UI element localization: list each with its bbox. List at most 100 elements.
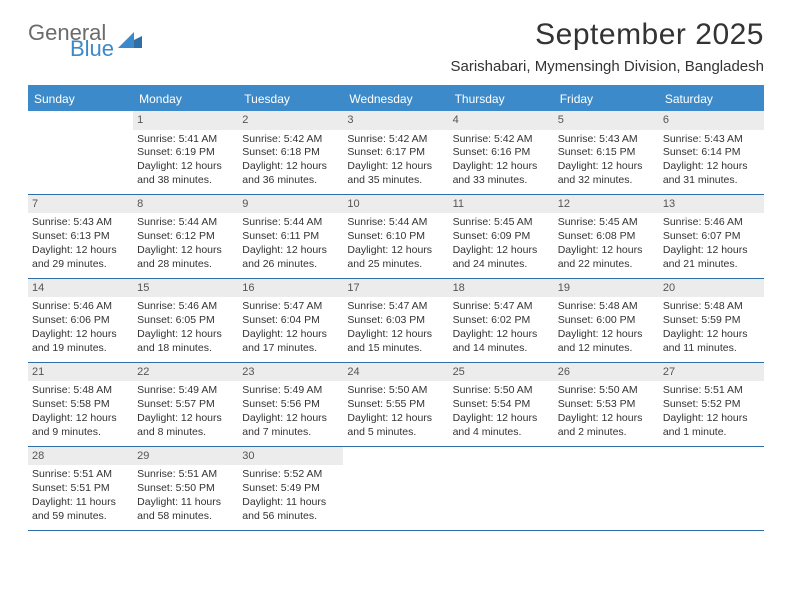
week-row: 21 Sunrise: 5:48 AMSunset: 5:58 PM Dayligh…	[28, 363, 764, 447]
day-cell: 1Sunrise: 5:41 AMSunset: 6:19 PMDaylight…	[133, 111, 238, 194]
sunrise-text: Sunrise: 5:50 AM	[453, 384, 550, 398]
day-number: 21	[28, 363, 133, 382]
sunset-text: Sunset: 5:58 PM	[32, 398, 129, 412]
sunset-text: Sunset: 6:19 PM	[137, 146, 234, 160]
day-number: 14	[28, 279, 133, 298]
sunset-text: Sunset: 6:13 PM	[32, 230, 129, 244]
daylight-text: and 56 minutes.	[242, 510, 339, 524]
sunset-text: Sunset: 6:15 PM	[558, 146, 655, 160]
daylight-text: and 38 minutes.	[137, 174, 234, 188]
sunset-text: Sunset: 6:16 PM	[453, 146, 550, 160]
daylight-text: and 14 minutes.	[453, 342, 550, 356]
daylight-text: and 4 minutes.	[453, 426, 550, 440]
daylight-text: and 58 minutes.	[137, 510, 234, 524]
daylight-text: and 36 minutes.	[242, 174, 339, 188]
sunset-text: Sunset: 5:52 PM	[663, 398, 760, 412]
location-subtitle: Sarishabari, Mymensingh Division, Bangla…	[451, 58, 765, 75]
day-header: Wednesday	[343, 87, 448, 111]
daylight-text: and 18 minutes.	[137, 342, 234, 356]
day-cell: 29Sunrise: 5:51 AMSunset: 5:50 PMDayligh…	[133, 447, 238, 530]
daylight-text: and 59 minutes.	[32, 510, 129, 524]
day-header: Friday	[554, 87, 659, 111]
daylight-text: and 33 minutes.	[453, 174, 550, 188]
sunset-text: Sunset: 6:07 PM	[663, 230, 760, 244]
daylight-text: and 8 minutes.	[137, 426, 234, 440]
day-number: 2	[238, 111, 343, 130]
page-title: September 2025	[451, 18, 765, 52]
day-cell: 9Sunrise: 5:44 AMSunset: 6:11 PMDaylight…	[238, 195, 343, 278]
day-cell: 12Sunrise: 5:45 AMSunset: 6:08 PMDayligh…	[554, 195, 659, 278]
day-number: 27	[659, 363, 764, 382]
day-cell: 17Sunrise: 5:47 AMSunset: 6:03 PMDayligh…	[343, 279, 448, 362]
day-header-row: Sunday Monday Tuesday Wednesday Thursday…	[28, 87, 764, 111]
sunrise-text: Sunrise: 5:42 AM	[242, 133, 339, 147]
daylight-text: Daylight: 12 hours	[663, 244, 760, 258]
day-cell: 24Sunrise: 5:50 AMSunset: 5:55 PMDayligh…	[343, 363, 448, 446]
title-block: September 2025 Sarishabari, Mymensingh D…	[451, 18, 765, 75]
day-cell: 27Sunrise: 5:51 AMSunset: 5:52 PMDayligh…	[659, 363, 764, 446]
daylight-text: and 26 minutes.	[242, 258, 339, 272]
day-number: 10	[343, 195, 448, 214]
day-cell: 23Sunrise: 5:49 AMSunset: 5:56 PMDayligh…	[238, 363, 343, 446]
daylight-text: Daylight: 12 hours	[453, 244, 550, 258]
sunrise-text: Sunrise: 5:51 AM	[663, 384, 760, 398]
daylight-text: Daylight: 12 hours	[453, 412, 550, 426]
day-number: 9	[238, 195, 343, 214]
sunset-text: Sunset: 5:54 PM	[453, 398, 550, 412]
day-header: Saturday	[659, 87, 764, 111]
sunrise-text: Sunrise: 5:51 AM	[32, 468, 129, 482]
sunset-text: Sunset: 6:18 PM	[242, 146, 339, 160]
daylight-text: and 29 minutes.	[32, 258, 129, 272]
daylight-text: Daylight: 12 hours	[32, 244, 129, 258]
sunset-text: Sunset: 5:59 PM	[663, 314, 760, 328]
sunrise-text: Sunrise: 5:43 AM	[663, 133, 760, 147]
day-cell: 6Sunrise: 5:43 AMSunset: 6:14 PMDaylight…	[659, 111, 764, 194]
day-number: 18	[449, 279, 554, 298]
daylight-text: and 7 minutes.	[242, 426, 339, 440]
day-number: 11	[449, 195, 554, 214]
daylight-text: and 5 minutes.	[347, 426, 444, 440]
day-number: 23	[238, 363, 343, 382]
sunset-text: Sunset: 6:04 PM	[242, 314, 339, 328]
sunset-text: Sunset: 6:17 PM	[347, 146, 444, 160]
sunrise-text: Sunrise: 5:47 AM	[453, 300, 550, 314]
daylight-text: Daylight: 12 hours	[242, 328, 339, 342]
day-number: 26	[554, 363, 659, 382]
daylight-text: Daylight: 12 hours	[242, 412, 339, 426]
daylight-text: Daylight: 12 hours	[242, 160, 339, 174]
day-number: 28	[28, 447, 133, 466]
day-number: 19	[554, 279, 659, 298]
day-number: 20	[659, 279, 764, 298]
sunrise-text: Sunrise: 5:44 AM	[347, 216, 444, 230]
daylight-text: and 32 minutes.	[558, 174, 655, 188]
daylight-text: and 28 minutes.	[137, 258, 234, 272]
daylight-text: Daylight: 11 hours	[32, 496, 129, 510]
day-number: 6	[659, 111, 764, 130]
sunrise-text: Sunrise: 5:51 AM	[137, 468, 234, 482]
daylight-text: Daylight: 12 hours	[558, 160, 655, 174]
daylight-text: and 31 minutes.	[663, 174, 760, 188]
daylight-text: Daylight: 12 hours	[242, 244, 339, 258]
day-number: 25	[449, 363, 554, 382]
sunrise-text: Sunrise: 5:49 AM	[137, 384, 234, 398]
day-header: Sunday	[28, 87, 133, 111]
daylight-text: and 9 minutes.	[32, 426, 129, 440]
daylight-text: Daylight: 12 hours	[347, 160, 444, 174]
daylight-text: and 17 minutes.	[242, 342, 339, 356]
day-cell: 2 Sunrise: 5:42 AMSunset: 6:18 PMDaylight…	[238, 111, 343, 194]
sunrise-text: Sunrise: 5:46 AM	[663, 216, 760, 230]
day-cell: 4Sunrise: 5:42 AMSunset: 6:16 PMDaylight…	[449, 111, 554, 194]
daylight-text: Daylight: 12 hours	[558, 328, 655, 342]
daylight-text: Daylight: 12 hours	[347, 328, 444, 342]
daylight-text: and 2 minutes.	[558, 426, 655, 440]
logo-word-2: Blue	[70, 38, 114, 60]
sunrise-text: Sunrise: 5:48 AM	[663, 300, 760, 314]
sunset-text: Sunset: 6:02 PM	[453, 314, 550, 328]
daylight-text: Daylight: 12 hours	[347, 412, 444, 426]
daylight-text: Daylight: 12 hours	[453, 328, 550, 342]
day-cell: 30Sunrise: 5:52 AMSunset: 5:49 PMDayligh…	[238, 447, 343, 530]
day-cell: 3Sunrise: 5:42 AMSunset: 6:17 PMDaylight…	[343, 111, 448, 194]
sunrise-text: Sunrise: 5:48 AM	[32, 384, 129, 398]
day-cell: .	[659, 447, 764, 530]
sunset-text: Sunset: 6:05 PM	[137, 314, 234, 328]
